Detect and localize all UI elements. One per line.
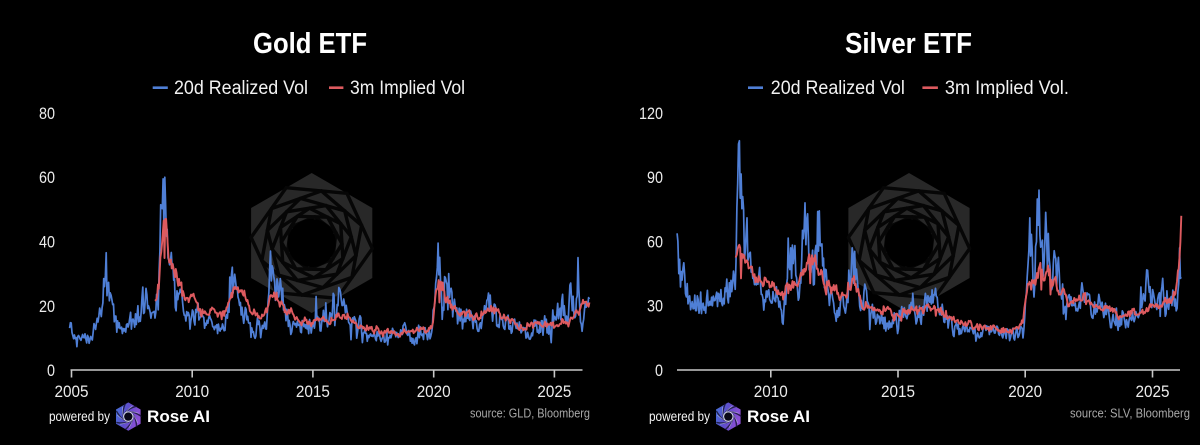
svg-text:120: 120 [639, 104, 663, 123]
svg-text:Rose AI: Rose AI [147, 408, 210, 426]
svg-text:2020: 2020 [417, 382, 451, 401]
svg-text:20: 20 [39, 297, 55, 316]
svg-text:90: 90 [647, 168, 663, 187]
svg-text:Silver ETF: Silver ETF [845, 28, 972, 60]
svg-text:20d Realized Vol: 20d Realized Vol [174, 78, 308, 99]
svg-text:Gold ETF: Gold ETF [253, 28, 367, 60]
svg-text:powered by: powered by [49, 409, 110, 424]
svg-text:source: SLV, Bloomberg: source: SLV, Bloomberg [1070, 407, 1190, 421]
svg-text:2015: 2015 [296, 382, 330, 401]
svg-text:20d Realized Vol: 20d Realized Vol [771, 78, 905, 99]
svg-text:Rose AI: Rose AI [747, 408, 810, 426]
svg-text:60: 60 [39, 168, 55, 187]
svg-text:30: 30 [647, 297, 663, 316]
svg-text:2015: 2015 [881, 382, 915, 401]
svg-text:0: 0 [655, 361, 663, 380]
svg-text:2010: 2010 [754, 382, 788, 401]
svg-text:2025: 2025 [1136, 382, 1170, 401]
svg-text:2005: 2005 [55, 382, 89, 401]
svg-text:40: 40 [39, 233, 55, 252]
svg-text:2020: 2020 [1008, 382, 1042, 401]
svg-text:80: 80 [39, 104, 55, 123]
svg-text:60: 60 [647, 233, 663, 252]
svg-text:0: 0 [47, 361, 55, 380]
svg-text:2025: 2025 [537, 382, 571, 401]
svg-text:2010: 2010 [175, 382, 209, 401]
svg-text:3m Implied Vol.: 3m Implied Vol. [945, 78, 1069, 99]
svg-text:3m Implied Vol: 3m Implied Vol [350, 78, 465, 99]
svg-text:source: GLD, Bloomberg: source: GLD, Bloomberg [470, 407, 590, 421]
svg-text:powered by: powered by [649, 409, 710, 424]
